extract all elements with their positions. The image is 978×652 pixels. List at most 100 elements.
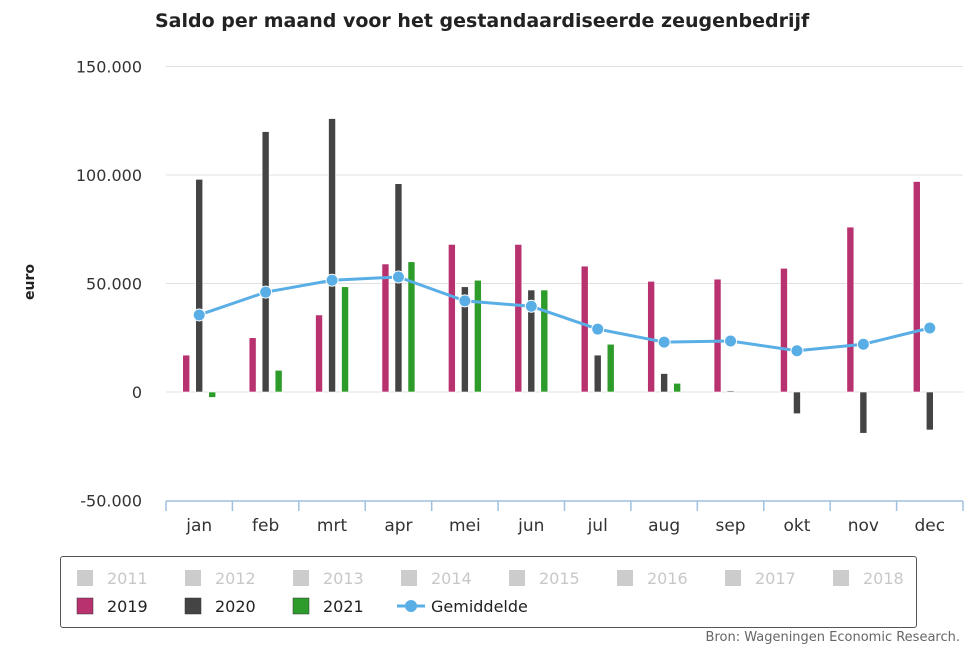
bar-2020-jan[interactable] — [195, 179, 204, 393]
legend-item-2017[interactable]: 2017 — [725, 569, 796, 588]
y-axis-label: euro — [22, 264, 38, 300]
average-line — [192, 270, 937, 358]
bar-2019-nov[interactable] — [846, 226, 855, 393]
legend-item-2021[interactable]: 2021 — [292, 597, 364, 616]
average-point-jul[interactable] — [591, 322, 605, 336]
bar-2019-okt[interactable] — [780, 268, 788, 393]
bar-2020-aug[interactable] — [660, 373, 668, 393]
average-line-path — [198, 275, 931, 353]
x-tick-label: sep — [715, 516, 745, 536]
bar-2021-jun[interactable] — [540, 289, 549, 393]
legend-swatch — [293, 570, 309, 586]
legend-item-2014[interactable]: 2014 — [401, 569, 472, 588]
legend-item-Gemiddelde[interactable]: Gemiddelde — [397, 597, 528, 616]
legend-label: 2017 — [755, 569, 796, 588]
y-axis-ticks: -50.000 0 50.000 100.000 150.000 — [76, 58, 142, 511]
bar-2021-aug[interactable] — [673, 383, 681, 393]
bar-2021-feb[interactable] — [274, 369, 283, 393]
legend-label: 2019 — [107, 597, 148, 616]
bar-2021-mrt[interactable] — [341, 286, 349, 393]
x-tick-label: okt — [783, 516, 810, 536]
bar-2020-mei[interactable] — [461, 286, 469, 393]
average-point-apr[interactable] — [391, 270, 405, 284]
legend-label: 2021 — [323, 597, 364, 616]
y-tick-label: 50.000 — [86, 275, 142, 294]
bar-2021-jul[interactable] — [606, 343, 615, 393]
average-point-feb[interactable] — [259, 285, 273, 299]
legend-item-2016[interactable]: 2016 — [617, 569, 688, 588]
source-credit[interactable]: Bron: Wageningen Economic Research. — [705, 630, 960, 645]
legend-item-2012[interactable]: 2012 — [185, 569, 256, 588]
x-tick-label: dec — [914, 516, 945, 536]
bar-2019-apr[interactable] — [381, 263, 390, 393]
grid-lines — [166, 66, 963, 393]
average-point-jan[interactable] — [192, 308, 206, 322]
x-tick-label: jan — [185, 516, 212, 536]
y-tick-label: 0 — [132, 383, 142, 402]
x-tick-label: jul — [587, 516, 608, 536]
bars — [182, 118, 934, 434]
bar-2019-jun[interactable] — [514, 244, 523, 393]
bar-2019-dec[interactable] — [912, 181, 921, 393]
average-point-okt[interactable] — [790, 344, 804, 358]
legend-label: 2012 — [215, 569, 256, 588]
x-tick-label: nov — [848, 516, 879, 536]
legend: 2011 2012 2013 2014 2015 2016 2017 2018 2019 2020… — [60, 556, 917, 628]
legend-item-2015[interactable]: 2015 — [509, 569, 580, 588]
legend-label: 2015 — [539, 569, 580, 588]
legend-swatch — [401, 570, 417, 586]
average-point-aug[interactable] — [657, 335, 671, 349]
legend-swatch — [184, 597, 202, 615]
legend-label: 2013 — [323, 569, 364, 588]
legend-item-2019[interactable]: 2019 — [76, 597, 148, 616]
legend-label: 2018 — [863, 569, 904, 588]
legend-items: 2011 2012 2013 2014 2015 2016 2017 2018 2019 2020… — [76, 569, 904, 616]
legend-swatch — [77, 570, 93, 586]
y-tick-label: 150.000 — [76, 58, 142, 77]
bar-2019-mrt[interactable] — [315, 314, 323, 393]
average-point-dec[interactable] — [923, 321, 937, 335]
x-tick-label: mei — [449, 516, 481, 536]
average-point-jun[interactable] — [524, 299, 538, 313]
legend-swatch — [292, 597, 310, 615]
bar-2019-mei[interactable] — [448, 244, 456, 393]
chart-title: Saldo per maand voor het gestandaardisee… — [155, 10, 810, 32]
bar-2020-dec[interactable] — [925, 391, 934, 431]
legend-label: 2014 — [431, 569, 472, 588]
average-point-mrt[interactable] — [325, 273, 339, 287]
average-point-sep[interactable] — [724, 334, 738, 348]
legend-item-2013[interactable]: 2013 — [293, 569, 364, 588]
bar-2019-sep[interactable] — [713, 278, 722, 393]
bar-2020-mrt[interactable] — [328, 118, 336, 393]
legend-point-swatch — [405, 600, 417, 612]
bar-2019-jan[interactable] — [182, 354, 191, 393]
bar-2019-jul[interactable] — [580, 265, 589, 393]
bar-2020-nov[interactable] — [859, 391, 868, 434]
x-tick-label: jun — [517, 516, 544, 536]
bar-2019-feb[interactable] — [248, 337, 257, 393]
x-tick-label: apr — [384, 516, 412, 536]
bar-2020-apr[interactable] — [394, 183, 403, 393]
legend-item-2018[interactable]: 2018 — [833, 569, 904, 588]
bar-2021-mei[interactable] — [474, 279, 482, 393]
bar-2021-apr[interactable] — [407, 261, 416, 393]
legend-item-2020[interactable]: 2020 — [184, 597, 256, 616]
x-tick-label: mrt — [317, 516, 348, 536]
legend-swatch — [725, 570, 741, 586]
bar-2020-feb[interactable] — [261, 131, 270, 393]
legend-swatch — [509, 570, 525, 586]
legend-item-2011[interactable]: 2011 — [77, 569, 148, 588]
bar-2021-jan[interactable] — [208, 391, 217, 398]
x-tick-label: feb — [252, 516, 279, 536]
y-tick-label: 100.000 — [76, 166, 142, 185]
legend-label: 2020 — [215, 597, 256, 616]
bar-2020-okt[interactable] — [793, 391, 801, 415]
bar-2020-jun[interactable] — [527, 289, 536, 393]
average-point-nov[interactable] — [856, 337, 870, 351]
legend-label: 2011 — [107, 569, 148, 588]
bar-2020-jul[interactable] — [593, 354, 602, 393]
bar-2019-aug[interactable] — [647, 281, 655, 393]
bar-2020-sep[interactable] — [726, 390, 735, 393]
average-point-mei[interactable] — [458, 294, 472, 308]
